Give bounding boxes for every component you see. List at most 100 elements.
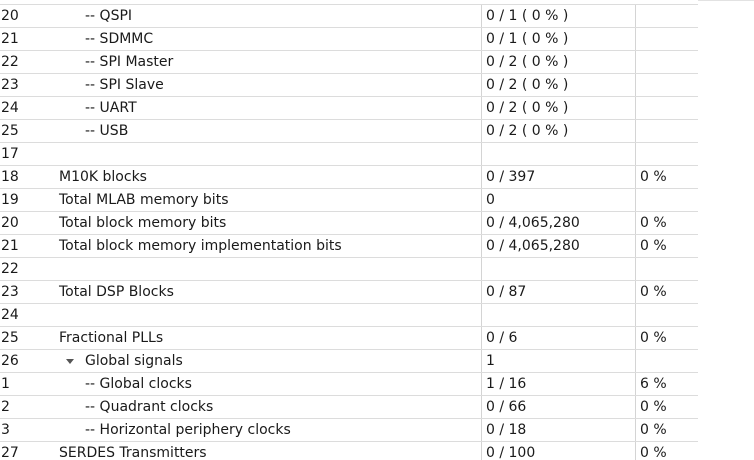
table-row[interactable]: 22: [0, 257, 698, 280]
resource-name: -- Global clocks: [52, 373, 482, 395]
usage-percent: [636, 304, 697, 326]
resource-name: Global signals: [85, 353, 183, 369]
row-number: 17: [1, 146, 19, 162]
table-row[interactable]: 1 -- Global clocks 1 / 16 6 %: [0, 372, 698, 395]
table-row[interactable]: 17: [0, 142, 698, 165]
row-number: 18: [1, 169, 19, 185]
resource-name: -- USB: [52, 120, 482, 142]
usage-value: 0 / 397: [482, 166, 636, 188]
usage-percent: 0 %: [640, 445, 667, 460]
usage-percent: [636, 258, 697, 280]
usage-value: 0: [482, 189, 636, 211]
table-row[interactable]: 24 -- UART 0 / 2 ( 0 % ): [0, 96, 698, 119]
table-row[interactable]: 20 -- QSPI 0 / 1 ( 0 % ): [0, 4, 698, 27]
row-number: 20: [1, 215, 19, 231]
usage-value: 0 / 4,065,280: [482, 212, 636, 234]
usage-value: 0 / 2 ( 0 % ): [482, 51, 636, 73]
usage-percent: [636, 5, 697, 27]
usage-value: 0 / 2 ( 0 % ): [482, 74, 636, 96]
usage-value: 0 / 66: [482, 396, 636, 418]
usage-percent: [636, 189, 697, 211]
row-number: 25: [1, 123, 19, 139]
usage-percent: [636, 28, 697, 50]
usage-value: [482, 143, 636, 165]
usage-percent: [636, 97, 697, 119]
resource-name: -- QSPI: [52, 5, 482, 27]
table-row[interactable]: 19 Total MLAB memory bits 0: [0, 188, 698, 211]
row-number: 3: [1, 422, 10, 438]
table-row[interactable]: 22 -- SPI Master 0 / 2 ( 0 % ): [0, 50, 698, 73]
table-row[interactable]: 25 Fractional PLLs 0 / 6 0 %: [0, 326, 698, 349]
row-number: 22: [1, 54, 19, 70]
row-number: 1: [1, 376, 10, 392]
usage-percent: 0 %: [640, 169, 667, 185]
row-number: 21: [1, 238, 19, 254]
usage-value: 0 / 87: [482, 281, 636, 303]
table-row[interactable]: 20 Total block memory bits 0 / 4,065,280…: [0, 211, 698, 234]
row-number: 2: [1, 399, 10, 415]
usage-percent: [636, 350, 697, 372]
usage-value: [482, 258, 636, 280]
table-row-expandable[interactable]: 26 Global signals 1: [0, 349, 698, 372]
row-number: 23: [1, 284, 19, 300]
divider: [698, 0, 754, 1]
table-row[interactable]: 3 -- Horizontal periphery clocks 0 / 18 …: [0, 418, 698, 441]
usage-value: 0 / 1 ( 0 % ): [482, 5, 636, 27]
usage-value: 0 / 100: [482, 442, 636, 460]
resource-name: Fractional PLLs: [52, 327, 482, 349]
usage-value: 0 / 4,065,280: [482, 235, 636, 257]
row-number: 23: [1, 77, 19, 93]
table-row[interactable]: 25 -- USB 0 / 2 ( 0 % ): [0, 119, 698, 142]
caret-down-icon[interactable]: [66, 358, 74, 364]
row-number: 26: [1, 353, 19, 369]
resource-usage-table: 20 -- QSPI 0 / 1 ( 0 % ) 21 -- SDMMC 0 /…: [0, 0, 699, 460]
resource-name: [52, 258, 482, 280]
table-row[interactable]: 23 -- SPI Slave 0 / 2 ( 0 % ): [0, 73, 698, 96]
resource-name: Total block memory bits: [52, 212, 482, 234]
usage-percent: 0 %: [640, 284, 667, 300]
resource-name: -- SDMMC: [52, 28, 482, 50]
row-number: 24: [1, 307, 19, 323]
table-row[interactable]: 18 M10K blocks 0 / 397 0 %: [0, 165, 698, 188]
usage-value: 1 / 16: [482, 373, 636, 395]
table-row[interactable]: 24: [0, 303, 698, 326]
usage-percent: 0 %: [640, 215, 667, 231]
resource-name: SERDES Transmitters: [52, 442, 482, 460]
row-number: 20: [1, 8, 19, 24]
resource-name-cell: Global signals: [52, 350, 482, 372]
table-row[interactable]: 21 -- SDMMC 0 / 1 ( 0 % ): [0, 27, 698, 50]
resource-name: -- Horizontal periphery clocks: [52, 419, 482, 441]
empty-pane-area: [698, 0, 754, 460]
usage-percent: [636, 120, 697, 142]
resource-name: -- Quadrant clocks: [52, 396, 482, 418]
resource-name: Total MLAB memory bits: [52, 189, 482, 211]
usage-value: [482, 304, 636, 326]
resource-name: Total DSP Blocks: [52, 281, 482, 303]
row-number: 27: [1, 445, 19, 460]
usage-percent: [636, 143, 697, 165]
table-row[interactable]: 2 -- Quadrant clocks 0 / 66 0 %: [0, 395, 698, 418]
row-number: 19: [1, 192, 19, 208]
table-row[interactable]: 27 SERDES Transmitters 0 / 100 0 %: [0, 441, 698, 460]
usage-percent: [636, 51, 697, 73]
usage-percent: 0 %: [640, 399, 667, 415]
usage-value: 0 / 2 ( 0 % ): [482, 97, 636, 119]
resource-name: -- SPI Slave: [52, 74, 482, 96]
row-number: 24: [1, 100, 19, 116]
row-number: 25: [1, 330, 19, 346]
table-row[interactable]: 21 Total block memory implementation bit…: [0, 234, 698, 257]
usage-percent: 0 %: [640, 238, 667, 254]
usage-percent: 0 %: [640, 330, 667, 346]
resource-name: [52, 143, 482, 165]
usage-value: 1: [482, 350, 636, 372]
usage-percent: 6 %: [640, 376, 667, 392]
usage-percent: [636, 74, 697, 96]
table-row[interactable]: 23 Total DSP Blocks 0 / 87 0 %: [0, 280, 698, 303]
usage-value: 0 / 6: [482, 327, 636, 349]
resource-name: -- UART: [52, 97, 482, 119]
row-number: 22: [1, 261, 19, 277]
resource-name: -- SPI Master: [52, 51, 482, 73]
usage-value: 0 / 18: [482, 419, 636, 441]
resource-name: [52, 304, 482, 326]
usage-value: 0 / 1 ( 0 % ): [482, 28, 636, 50]
